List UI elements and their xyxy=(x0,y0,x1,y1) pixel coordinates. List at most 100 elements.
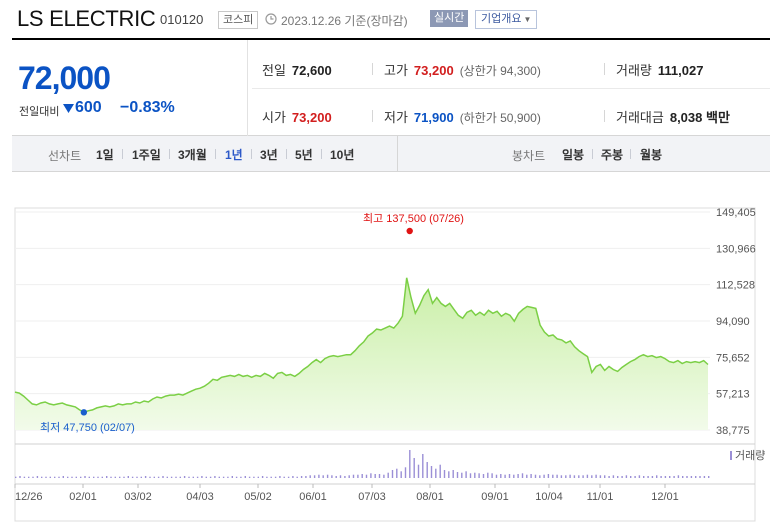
open-stat: 시가 73,200 xyxy=(262,107,332,126)
volume-bar xyxy=(517,474,519,478)
tab-weekly-candle[interactable]: 주봉 xyxy=(601,148,624,162)
volume-bar xyxy=(140,476,142,478)
title-row: LS ELECTRIC 010120 코스피 2023.12.26 기준(장마감… xyxy=(0,0,770,38)
volume-bar xyxy=(335,476,337,478)
volume-bar xyxy=(387,472,389,478)
open-value: 73,200 xyxy=(291,110,332,125)
tab-10y[interactable]: 10년 xyxy=(330,148,355,162)
volume-bar xyxy=(608,476,610,478)
x-tick-label: 12/01 xyxy=(651,491,679,503)
volume-bar xyxy=(677,475,680,478)
volume-bar xyxy=(188,476,190,478)
volume-value: 111,027 xyxy=(657,63,704,78)
price-change: 600 xyxy=(75,99,102,116)
y-tick-label: 130,966 xyxy=(716,243,756,255)
low-stat: 저가 71,900 (하한가 50,900) xyxy=(384,107,541,126)
volume-bar xyxy=(49,476,51,478)
volume-bar xyxy=(669,476,671,478)
x-tick-label: 09/01 xyxy=(481,491,509,503)
volume-bar xyxy=(664,476,667,478)
tab-divider xyxy=(321,149,322,159)
volume-stat: 거래량 111,027 xyxy=(616,60,703,79)
amount-value: 8,038 xyxy=(669,110,703,125)
volume-bar xyxy=(305,476,307,478)
tab-divider xyxy=(215,149,216,159)
volume-bar xyxy=(313,475,316,478)
volume-bar xyxy=(287,476,290,478)
tab-3y[interactable]: 3년 xyxy=(260,148,278,162)
tab-divider xyxy=(630,149,631,159)
x-tick-label: 08/01 xyxy=(416,491,444,503)
volume-bar xyxy=(543,474,545,478)
volume-bar xyxy=(621,476,623,478)
volume-bar xyxy=(344,476,346,478)
amount-stat: 거래대금 8,038 백만 xyxy=(616,107,730,126)
tab-daily-candle[interactable]: 일봉 xyxy=(562,148,585,162)
prev-close-label: 전일 xyxy=(262,63,286,78)
volume-bar xyxy=(331,475,333,478)
chart-period-tabs: 선차트 1일 1주일 3개월 1년 3년 5년 10년 봉차트 일봉 주봉 월봉 xyxy=(12,136,770,172)
tab-1w[interactable]: 1주일 xyxy=(132,148,161,162)
tab-divider xyxy=(251,149,252,159)
tab-3m[interactable]: 3개월 xyxy=(178,148,207,162)
price-area-fill xyxy=(15,277,708,430)
upper-limit: (상한가 94,300) xyxy=(459,64,541,78)
volume-bar xyxy=(153,476,155,478)
company-overview-button[interactable]: 기업개요 ▼ xyxy=(475,10,538,29)
divider xyxy=(604,63,605,75)
volume-bar xyxy=(591,475,593,478)
tab-1d[interactable]: 1일 xyxy=(96,148,114,162)
volume-bar xyxy=(283,476,285,478)
volume-bar xyxy=(244,476,246,478)
volume-bar xyxy=(638,475,641,478)
volume-bar xyxy=(695,476,697,478)
open-label: 시가 xyxy=(262,110,286,125)
lower-limit: (하한가 50,900) xyxy=(459,111,541,125)
volume-bar xyxy=(279,476,281,478)
tab-5y[interactable]: 5년 xyxy=(295,148,313,162)
volume-bar xyxy=(101,476,103,478)
tab-divider xyxy=(169,149,170,159)
volume-bar xyxy=(231,476,233,478)
volume-bar xyxy=(578,475,580,478)
divider xyxy=(372,110,373,122)
volume-bar xyxy=(209,476,212,478)
realtime-button[interactable]: 실시간 xyxy=(430,10,469,27)
volume-bar xyxy=(378,474,381,478)
volume-bar xyxy=(699,476,701,478)
volume-bar xyxy=(452,470,454,478)
volume-bar xyxy=(309,475,311,478)
volume-bar xyxy=(235,476,238,478)
volume-bar xyxy=(149,476,151,478)
x-tick-label: 10/04 xyxy=(535,491,563,503)
volume-legend: 거래량 xyxy=(735,449,765,462)
volume-bar xyxy=(404,467,407,478)
price-line xyxy=(14,277,709,414)
tab-divider xyxy=(592,149,593,159)
volume-bar xyxy=(123,476,125,478)
y-tick-label: 38,775 xyxy=(716,425,750,437)
tab-divider xyxy=(286,149,287,159)
volume-bar xyxy=(521,473,524,478)
volume-bar xyxy=(634,476,636,478)
volume-bar xyxy=(106,476,108,478)
volume-bar xyxy=(71,476,73,478)
volume-bar xyxy=(469,473,472,478)
price-area: 72,000 전일대비 600 −0.83% xyxy=(12,40,248,136)
volume-bar xyxy=(504,474,506,478)
volume-bar xyxy=(565,475,567,478)
current-price: 72,000 xyxy=(18,60,111,96)
tab-1y[interactable]: 1년 xyxy=(225,148,243,162)
y-tick-label: 94,090 xyxy=(716,316,750,328)
volume-bar xyxy=(365,474,368,478)
volume-bar xyxy=(660,476,662,478)
prev-close-value: 72,600 xyxy=(291,63,332,78)
volume-bar xyxy=(673,476,675,478)
x-tick-label: 04/03 xyxy=(186,491,214,503)
tab-monthly-candle[interactable]: 월봉 xyxy=(640,148,663,162)
volume-bar xyxy=(357,474,359,478)
volume-bar xyxy=(430,466,433,478)
volume-bar xyxy=(266,476,268,478)
chart-frame xyxy=(14,207,756,522)
volume-bar xyxy=(131,476,134,478)
